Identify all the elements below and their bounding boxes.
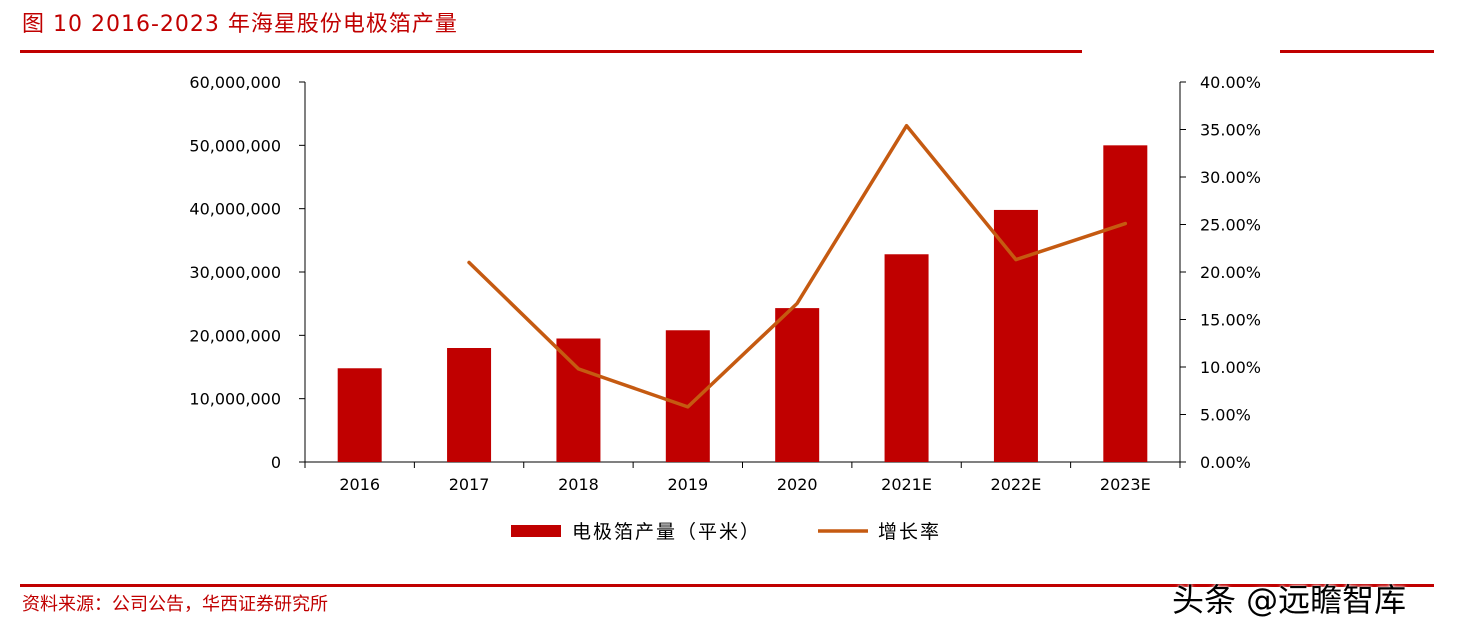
bar-2022E xyxy=(993,209,1038,462)
bar-series xyxy=(337,145,1148,463)
title-rule-right xyxy=(1280,50,1434,53)
left-axis: 0 10,000,000 20,000,000 30,000,000 40,000,00… xyxy=(189,73,306,472)
x-tick-label: 2020 xyxy=(777,475,818,494)
right-tick-label: 25.00% xyxy=(1200,216,1261,235)
right-tick-label: 30.00% xyxy=(1200,168,1261,187)
legend: 电极箔产量（平米） 增长率 xyxy=(511,521,941,543)
bar-2020 xyxy=(775,308,820,462)
right-tick-label: 15.00% xyxy=(1200,311,1261,330)
growth-point-2022E xyxy=(1014,258,1018,262)
x-tick-label: 2023E xyxy=(1100,475,1151,494)
x-tick-label: 2017 xyxy=(449,475,490,494)
left-tick-label: 50,000,000 xyxy=(189,136,281,155)
left-tick-label: 10,000,000 xyxy=(189,390,281,409)
growth-point-2023E xyxy=(1123,222,1127,226)
x-tick-label: 2022E xyxy=(991,475,1042,494)
growth-point-2020 xyxy=(795,301,799,305)
right-axis: 0.00% 5.00% 10.00% 15.00% 20.00% 25.00% 30.00%… xyxy=(1179,73,1261,472)
growth-point-2017 xyxy=(467,261,471,264)
bar-2016 xyxy=(337,368,382,462)
bar-2018 xyxy=(556,338,601,462)
source-note: 资料来源：公司公告，华西证券研究所 xyxy=(22,594,328,615)
bar-2019 xyxy=(665,330,710,462)
x-tick-label: 2021E xyxy=(881,475,932,494)
right-tick-label: 40.00% xyxy=(1200,73,1261,92)
growth-point-2019 xyxy=(686,405,690,409)
bar-2021E xyxy=(884,254,929,462)
right-tick-label: 10.00% xyxy=(1200,358,1261,377)
right-tick-label: 0.00% xyxy=(1200,453,1251,472)
title-rule-left xyxy=(20,50,1082,53)
x-axis: 2016 2017 2018 2019 2020 2021E 2022E 2023E xyxy=(304,461,1181,494)
figure-title: 图 10 2016-2023 年海星股份电极箔产量 xyxy=(22,12,458,37)
right-tick-label: 35.00% xyxy=(1200,121,1261,140)
x-tick-label: 2019 xyxy=(667,475,708,494)
bar-2023E xyxy=(1103,145,1148,463)
x-tick-label: 2018 xyxy=(558,475,599,494)
left-tick-label: 0 xyxy=(271,453,281,472)
growth-point-2021E xyxy=(905,124,909,128)
watermark: 头条 @远瞻智库 xyxy=(1172,581,1407,619)
left-tick-label: 30,000,000 xyxy=(189,263,281,282)
right-tick-label: 20.00% xyxy=(1200,263,1261,282)
footer-rule xyxy=(20,584,1434,587)
legend-line-label: 增长率 xyxy=(878,521,941,543)
x-tick-label: 2016 xyxy=(339,475,380,494)
left-tick-label: 20,000,000 xyxy=(189,326,281,345)
legend-bar-label: 电极箔产量（平米） xyxy=(572,521,761,543)
line-series xyxy=(467,123,1128,409)
growth-point-2018 xyxy=(576,367,580,371)
legend-bar-swatch xyxy=(511,525,561,537)
right-tick-label: 5.00% xyxy=(1200,406,1251,425)
bar-2017 xyxy=(447,348,492,462)
left-tick-label: 60,000,000 xyxy=(189,73,281,92)
left-tick-label: 40,000,000 xyxy=(189,200,281,219)
